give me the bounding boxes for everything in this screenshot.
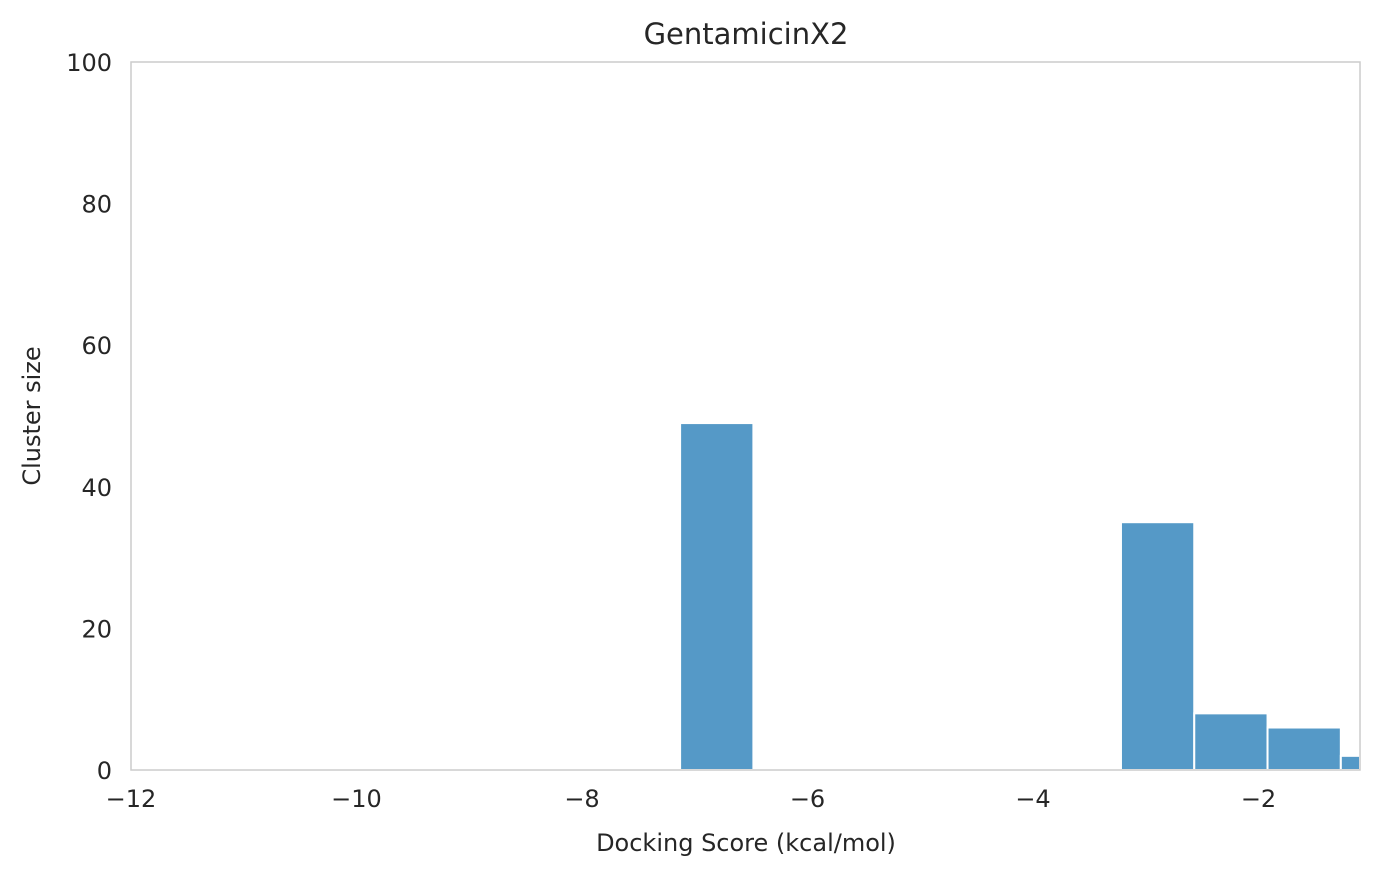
x-tick-label: −4 [1015,785,1050,813]
x-axis-label: Docking Score (kcal/mol) [596,829,896,857]
y-tick-label: 60 [81,332,112,360]
y-tick-label: 100 [66,49,112,77]
plot-frame [130,61,1361,771]
x-tick-label: −6 [790,785,825,813]
histogram-bar-1 [1119,521,1196,772]
y-axis-label: Cluster size [18,346,46,485]
y-axis-ticks: 0 20 40 60 80 100 [66,49,112,785]
x-tick-label: −12 [106,785,157,813]
histogram-bar-0 [679,422,755,771]
x-tick-label: −10 [331,785,382,813]
histogram-bar-3 [1266,726,1342,772]
x-axis-ticks: −12 −10 −8 −6 −4 −2 [106,785,1277,813]
y-tick-label: 40 [81,474,112,502]
histogram-bar-4 [1339,754,1362,772]
x-tick-label: −8 [564,785,599,813]
bars-layer [679,422,1362,772]
y-tick-label: 80 [81,191,112,219]
chart-title: GentamicinX2 [644,17,849,51]
x-tick-label: −2 [1241,785,1276,813]
y-tick-label: 20 [81,615,112,643]
histogram-bar-2 [1193,712,1269,771]
y-tick-label: 0 [97,757,112,785]
